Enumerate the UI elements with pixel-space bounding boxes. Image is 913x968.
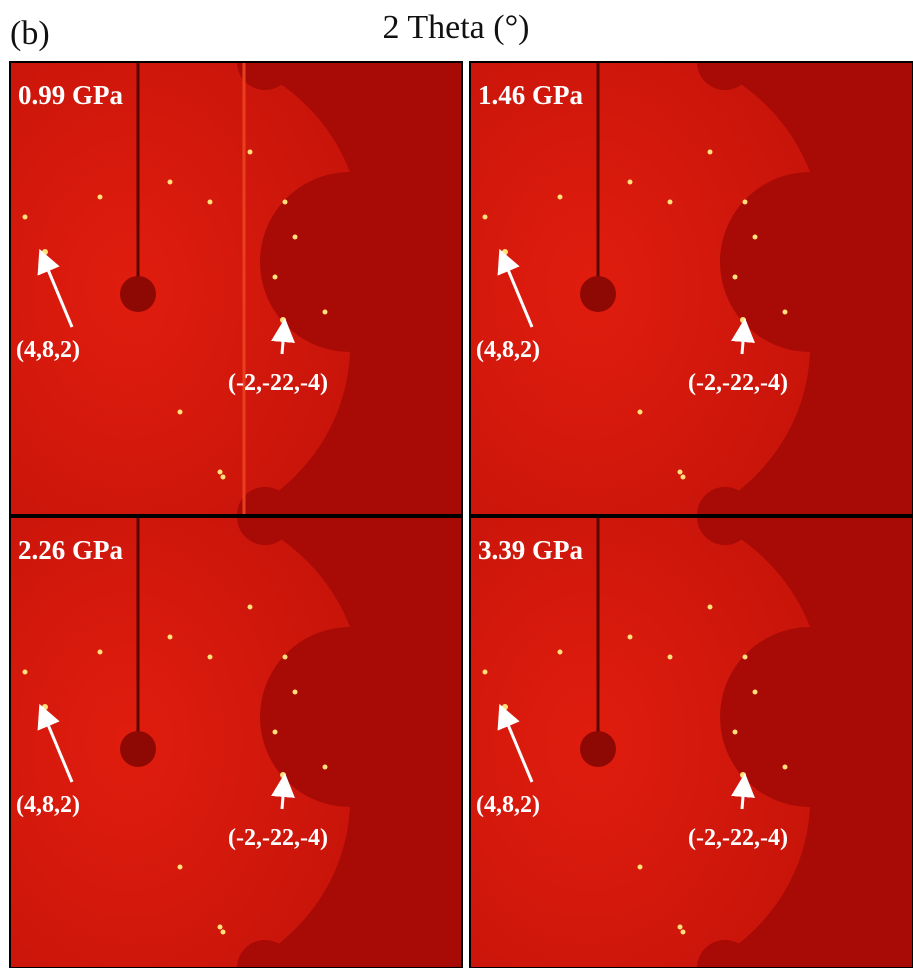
- image: [10, 34, 462, 543]
- spot: [42, 249, 48, 255]
- spot: [708, 150, 713, 155]
- spot: [681, 475, 686, 480]
- arrow: [742, 330, 744, 354]
- panel-label: (b): [10, 15, 50, 52]
- reflection-label: (-2,-22,-4): [688, 370, 788, 396]
- spot: [681, 930, 686, 935]
- spot: [628, 180, 633, 185]
- spot: [558, 195, 563, 200]
- diffraction-panel: 3.39 GPa (4,8,2) (-2,-22,-4): [470, 489, 913, 968]
- reflection-label: (4,8,2): [16, 792, 80, 818]
- spot: [483, 215, 488, 220]
- reflection-label: (4,8,2): [476, 792, 540, 818]
- spot: [248, 150, 253, 155]
- spot: [293, 235, 298, 240]
- spot: [283, 655, 288, 660]
- arrow: [742, 785, 744, 809]
- spot: [323, 310, 328, 315]
- spot: [273, 275, 278, 280]
- spot: [42, 704, 48, 710]
- spot: [98, 650, 103, 655]
- pressure-label: 3.39 GPa: [478, 535, 583, 565]
- spot: [708, 605, 713, 610]
- spot: [558, 650, 563, 655]
- spot: [208, 200, 213, 205]
- spot: [753, 235, 758, 240]
- spot: [668, 655, 673, 660]
- spot: [678, 470, 683, 475]
- spot: [283, 200, 288, 205]
- reflection-label: (4,8,2): [476, 337, 540, 363]
- spot: [733, 730, 738, 735]
- spot: [668, 200, 673, 205]
- spot: [280, 772, 286, 778]
- spot: [628, 635, 633, 640]
- beam-stop: [580, 276, 616, 312]
- pressure-label: 0.99 GPa: [18, 80, 123, 110]
- pressure-label: 1.46 GPa: [478, 80, 583, 110]
- spot: [221, 930, 226, 935]
- image: [470, 34, 913, 543]
- reflection-label: (-2,-22,-4): [228, 370, 328, 396]
- spot: [323, 765, 328, 770]
- beam-stop: [120, 276, 156, 312]
- spot: [178, 865, 183, 870]
- spot: [208, 655, 213, 660]
- spot: [483, 670, 488, 675]
- spot: [178, 410, 183, 415]
- reflection-label: (-2,-22,-4): [228, 825, 328, 851]
- spot: [23, 215, 28, 220]
- spot: [168, 635, 173, 640]
- spot: [783, 310, 788, 315]
- beam-stop: [120, 731, 156, 767]
- spot: [293, 690, 298, 695]
- spot: [98, 195, 103, 200]
- spot: [638, 410, 643, 415]
- spot: [218, 925, 223, 930]
- spot: [733, 275, 738, 280]
- arrow: [282, 330, 284, 354]
- spot: [280, 317, 286, 323]
- reflection-label: (-2,-22,-4): [688, 825, 788, 851]
- spot: [753, 690, 758, 695]
- figure-title: 2 Theta (°): [382, 9, 529, 46]
- pressure-label: 2.26 GPa: [18, 535, 123, 565]
- diffraction-panel: 0.99 GPa (4,8,2) (-2,-22,-4): [10, 34, 462, 543]
- spot: [638, 865, 643, 870]
- reflection-label: (4,8,2): [16, 337, 80, 363]
- spot: [23, 670, 28, 675]
- spot: [502, 704, 508, 710]
- arrow: [282, 785, 284, 809]
- spot: [218, 470, 223, 475]
- spot: [678, 925, 683, 930]
- spot: [740, 317, 746, 323]
- spot: [743, 655, 748, 660]
- spot: [740, 772, 746, 778]
- spot: [502, 249, 508, 255]
- beam-stop: [580, 731, 616, 767]
- spot: [221, 475, 226, 480]
- figure: (b) 2 Theta (°) 0.99 GPa (4,8,2) (-2,-22,-…: [0, 0, 913, 968]
- spot: [743, 200, 748, 205]
- diffraction-panel: 1.46 GPa (4,8,2) (-2,-22,-4): [470, 34, 913, 543]
- diffraction-panel: 2.26 GPa (4,8,2) (-2,-22,-4): [10, 489, 462, 968]
- spot: [273, 730, 278, 735]
- spot: [168, 180, 173, 185]
- spot: [783, 765, 788, 770]
- spot: [248, 605, 253, 610]
